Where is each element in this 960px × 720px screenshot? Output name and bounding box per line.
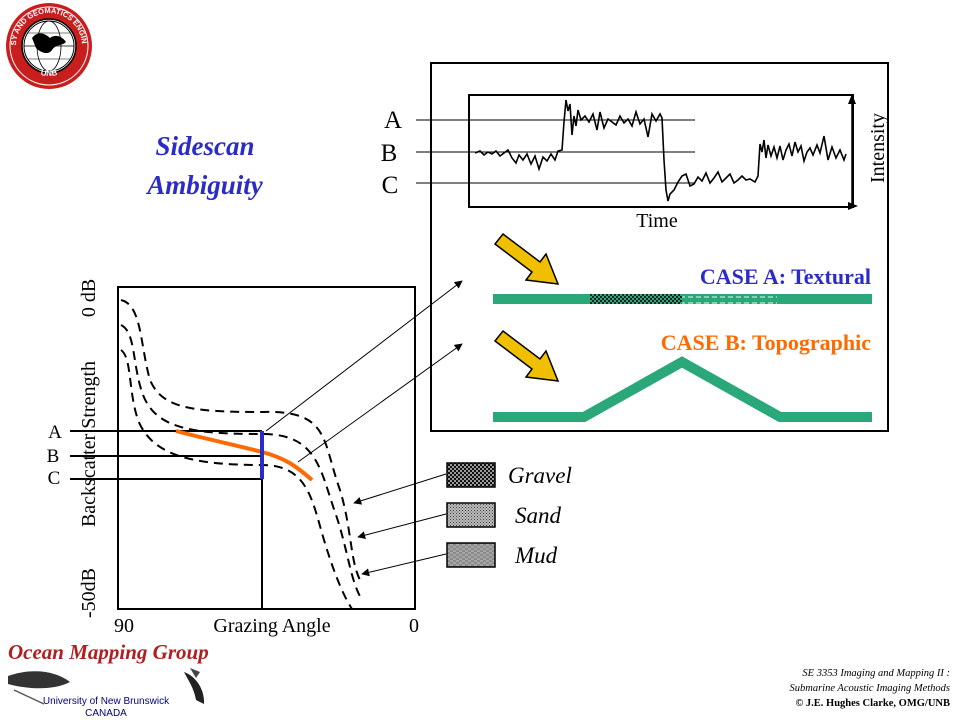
intensity-level-c: C [382, 172, 399, 199]
backscatter-x-left: 90 [114, 615, 134, 637]
case-a-gravel-patch [590, 294, 682, 304]
backscatter-level-c: C [48, 468, 61, 489]
title-line1: Sidescan [155, 131, 254, 161]
backscatter-x-label: Grazing Angle [213, 615, 330, 637]
legend: Gravel Sand Mud [446, 462, 572, 568]
backscatter-level-a: A [48, 422, 62, 443]
intensity-y-arrow [848, 94, 856, 104]
curve-sand [120, 324, 363, 601]
sonar-fish-icon [8, 671, 70, 705]
connector-mud [361, 553, 447, 577]
intensity-plot-frame [468, 94, 854, 208]
intensity-signal-trace [474, 99, 847, 202]
omg-university: University of New Brunswick [43, 696, 170, 707]
intensity-x-label: Time [636, 210, 678, 232]
ship-icon [184, 668, 205, 704]
connector-sand [357, 513, 447, 540]
backscatter-x-right: 0 [409, 615, 419, 637]
legend-label-mud: Mud [514, 543, 558, 568]
footer-copyright: © J.E. Hughes Clarke, OMG/UNB [795, 698, 950, 709]
case-b-seafloor [493, 356, 872, 422]
intensity-plot: A B C Time Intensity [381, 94, 889, 232]
backscatter-plot: A B C 0 dB Backscatter Strength -50dB 90… [47, 279, 419, 637]
backscatter-plot-frame [117, 286, 416, 610]
case-a-mud-patch [682, 294, 777, 304]
backscatter-level-b: B [47, 446, 60, 467]
case-b-arrow-icon [493, 329, 560, 382]
title-line2: Ambiguity [145, 170, 264, 200]
connector-gravel [353, 473, 447, 505]
legend-swatch-sand [446, 502, 496, 528]
unb-logo: GEODESY AND GEOMATICS ENGINEERING UNB [0, 0, 92, 89]
logo-text-bottom: UNB [40, 68, 58, 78]
case-a-label: CASE A: Textural [700, 264, 871, 289]
omg-group-name: Ocean Mapping Group [8, 640, 209, 664]
intensity-level-a: A [384, 107, 402, 134]
cases-frame [430, 62, 889, 432]
globe-icon [23, 20, 75, 72]
connector-to-case-a [265, 280, 463, 432]
case-b-panel: CASE B: Topographic [493, 329, 872, 422]
legend-label-sand: Sand [515, 503, 562, 528]
curve-gravel [120, 299, 361, 581]
omg-branding: Ocean Mapping Group University of New Br… [8, 640, 209, 719]
legend-swatch-gravel [446, 462, 496, 488]
legend-swatch-mud [446, 542, 496, 568]
footer-course-line1: SE 3353 Imaging and Mapping II : [802, 668, 950, 679]
case-b-label: CASE B: Topographic [661, 330, 872, 355]
omg-country: CANADA [85, 708, 127, 719]
case-a-panel: CASE A: Textural [493, 232, 872, 304]
intensity-y-label: Intensity [867, 113, 889, 183]
footer-course-line2: Submarine Acoustic Imaging Methods [789, 683, 951, 694]
legend-label-gravel: Gravel [508, 463, 572, 488]
slide-footer: SE 3353 Imaging and Mapping II : Submari… [710, 666, 951, 711]
intensity-x-arrow [848, 202, 858, 210]
case-a-arrow-icon [493, 232, 560, 285]
backscatter-y-top: 0 dB [78, 279, 100, 317]
connector-to-case-b [297, 343, 463, 463]
backscatter-y-bottom: -50dB [78, 568, 100, 618]
intensity-level-b: B [381, 140, 398, 167]
backscatter-y-label: Backscatter Strength [78, 361, 100, 527]
